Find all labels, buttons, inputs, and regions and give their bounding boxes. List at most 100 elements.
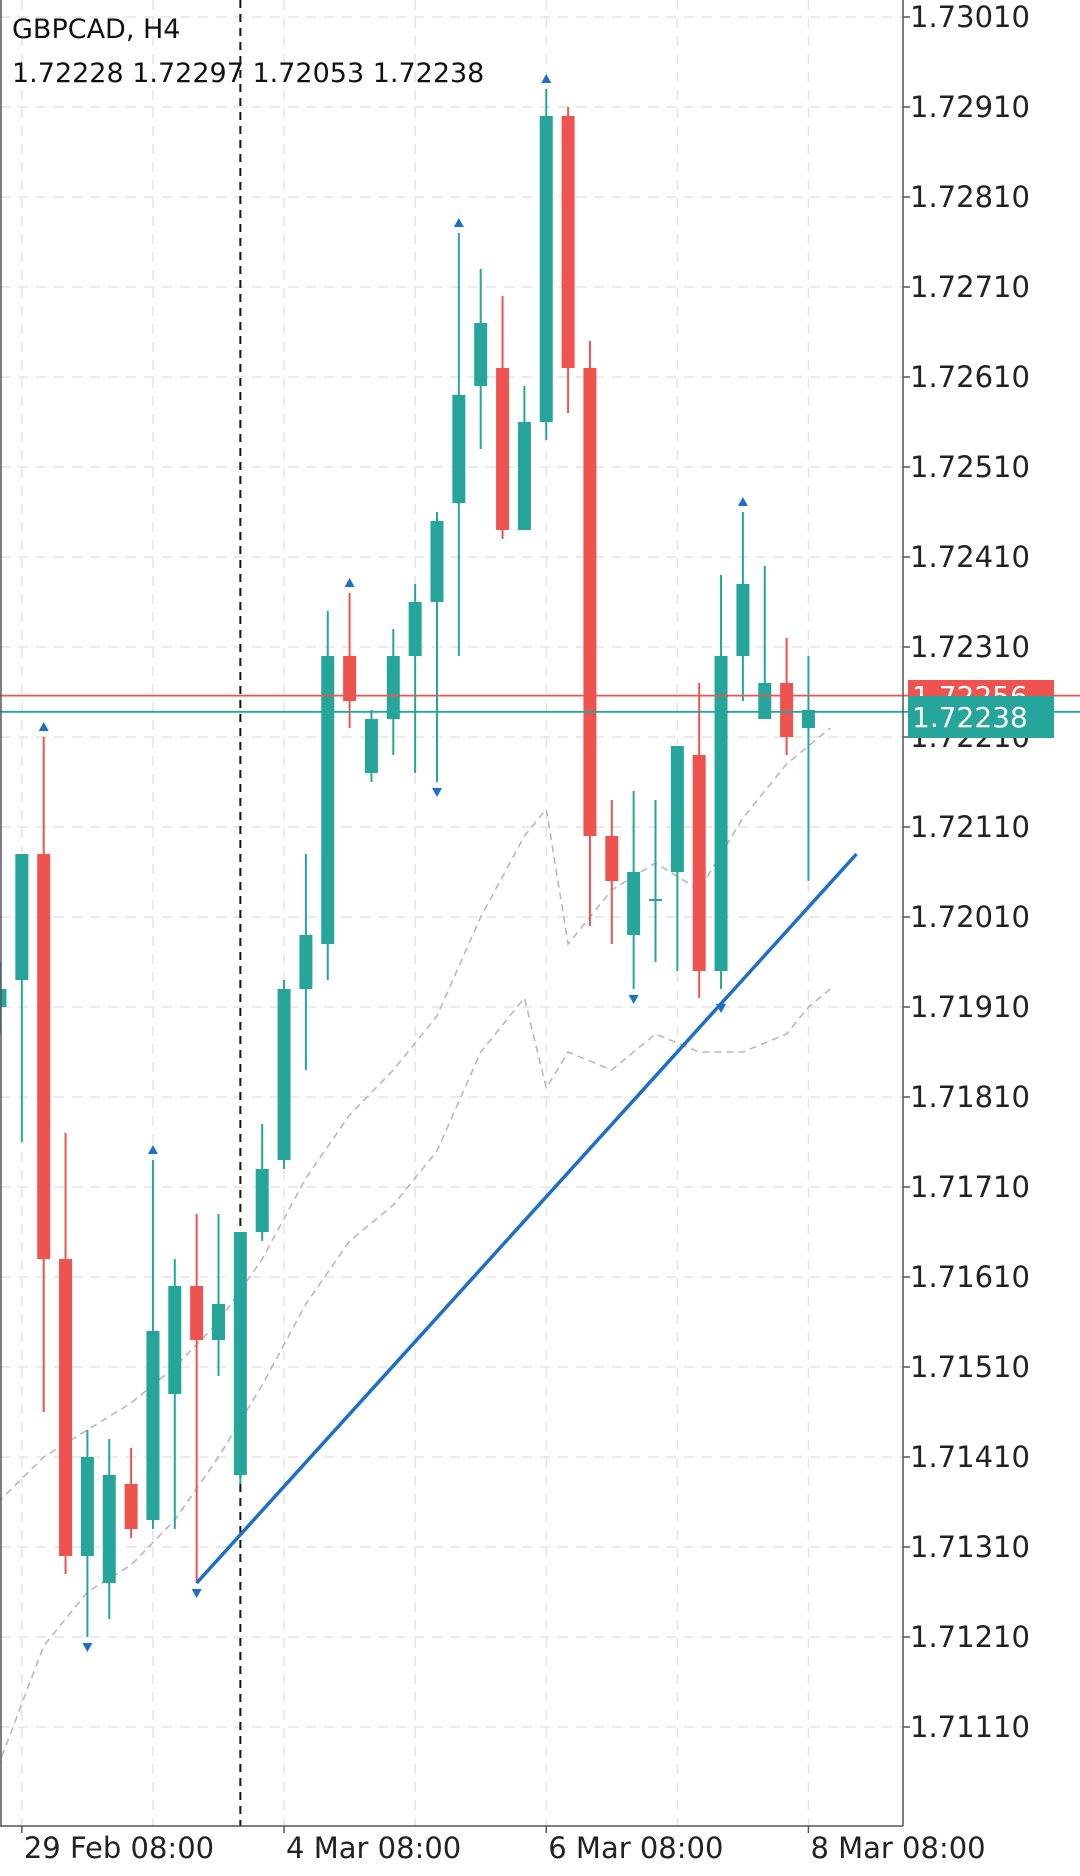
candle-body[interactable] [627,872,641,935]
x-tick-label: 6 Mar 08:00 [548,1831,723,1865]
candle[interactable] [605,800,619,944]
y-tick-label: 1.71610 [910,1260,1030,1294]
ohlc-readout: 1.72228 1.72297 1.72053 1.72238 [12,58,484,89]
candle-body[interactable] [780,683,794,737]
candle[interactable] [452,233,466,656]
candle[interactable] [430,512,444,782]
candle-body[interactable] [212,1304,225,1340]
candle-body[interactable] [146,1331,160,1520]
candle-body[interactable] [168,1286,182,1394]
fractals [38,74,748,1652]
candle-body[interactable] [299,935,313,989]
candle[interactable] [496,296,510,539]
candle-body[interactable] [583,368,597,836]
candle[interactable] [343,593,357,728]
candle-body[interactable] [277,989,291,1160]
candle-body[interactable] [714,656,728,971]
candle-body[interactable] [15,854,29,980]
candle-body[interactable] [364,719,378,773]
candle-body[interactable] [0,989,7,1007]
y-tick-label: 1.73010 [910,0,1030,34]
candle-body[interactable] [474,323,488,386]
candle-body[interactable] [605,836,619,881]
fractal-down-arrow [82,1643,93,1652]
candle[interactable] [627,791,641,989]
candle[interactable] [780,638,794,755]
candle[interactable] [474,269,488,449]
candle-body[interactable] [517,422,531,530]
candle[interactable] [190,1214,204,1583]
candle-body[interactable] [80,1457,94,1556]
candle[interactable] [0,962,7,1034]
price-lines [0,694,1080,713]
candle[interactable] [670,746,684,971]
candle-body[interactable] [386,656,400,719]
candle[interactable] [255,1124,269,1241]
candle[interactable] [124,1448,138,1538]
candle-body[interactable] [736,584,750,656]
support-trendline[interactable] [195,852,858,1585]
candle-body[interactable] [692,755,706,971]
candle-body[interactable] [102,1475,116,1583]
candle[interactable] [299,854,313,1070]
candle-body[interactable] [801,710,815,728]
candle-body[interactable] [37,854,51,1259]
candle[interactable] [583,341,597,926]
candle-body[interactable] [124,1484,138,1529]
candle[interactable] [364,710,378,782]
fractal-up-arrow [541,74,552,83]
y-tick-label: 1.72910 [910,90,1030,124]
candle[interactable] [233,1232,247,1484]
y-tick-label: 1.71210 [910,1620,1030,1654]
y-tick-label: 1.72010 [910,900,1030,934]
candle-body[interactable] [321,656,335,944]
candle-body[interactable] [408,602,422,656]
candle[interactable] [539,89,553,440]
candle[interactable] [649,800,662,962]
trendline[interactable] [195,852,858,1585]
y-tick-label: 1.72810 [910,180,1030,214]
y-tick-label: 1.71510 [910,1350,1030,1384]
candle[interactable] [15,854,29,1142]
candle-body[interactable] [343,656,357,701]
candle[interactable] [801,656,815,881]
candle-body[interactable] [670,746,684,872]
fractal-up-arrow [344,578,355,587]
y-tick-label: 1.71310 [910,1530,1030,1564]
candle[interactable] [714,575,728,989]
candle-body[interactable] [233,1232,247,1475]
candle-body[interactable] [539,116,553,422]
candle[interactable] [59,1133,73,1574]
fractal-up-arrow [737,497,748,506]
candle[interactable] [408,584,422,773]
candle-body[interactable] [649,899,662,901]
envelope-lower-line [0,988,831,1764]
candle-body[interactable] [561,116,575,368]
candle[interactable] [517,386,531,530]
candle[interactable] [212,1214,225,1376]
candle-body[interactable] [452,395,466,503]
y-tick-labels: 1.71110 1.71210 1.71310 1.71410 1.71510 1.716… [903,0,1030,1744]
candle[interactable] [146,1160,160,1529]
candle[interactable] [102,1439,116,1619]
candle[interactable] [692,683,706,998]
candle[interactable] [386,629,400,755]
candle-body[interactable] [190,1286,204,1340]
candle[interactable] [561,107,575,413]
candle[interactable] [80,1430,94,1637]
candles[interactable] [0,89,815,1637]
candle[interactable] [736,512,750,701]
candle-body[interactable] [758,683,772,719]
candle[interactable] [277,980,291,1169]
candle[interactable] [37,737,51,1412]
candle-body[interactable] [496,368,510,530]
candle[interactable] [321,611,335,980]
bid-price-tag-bg [908,696,1054,738]
candle-body[interactable] [430,521,444,602]
candle-body[interactable] [59,1259,73,1556]
candle[interactable] [168,1259,182,1529]
candle[interactable] [758,566,772,719]
candle-body[interactable] [255,1169,269,1232]
